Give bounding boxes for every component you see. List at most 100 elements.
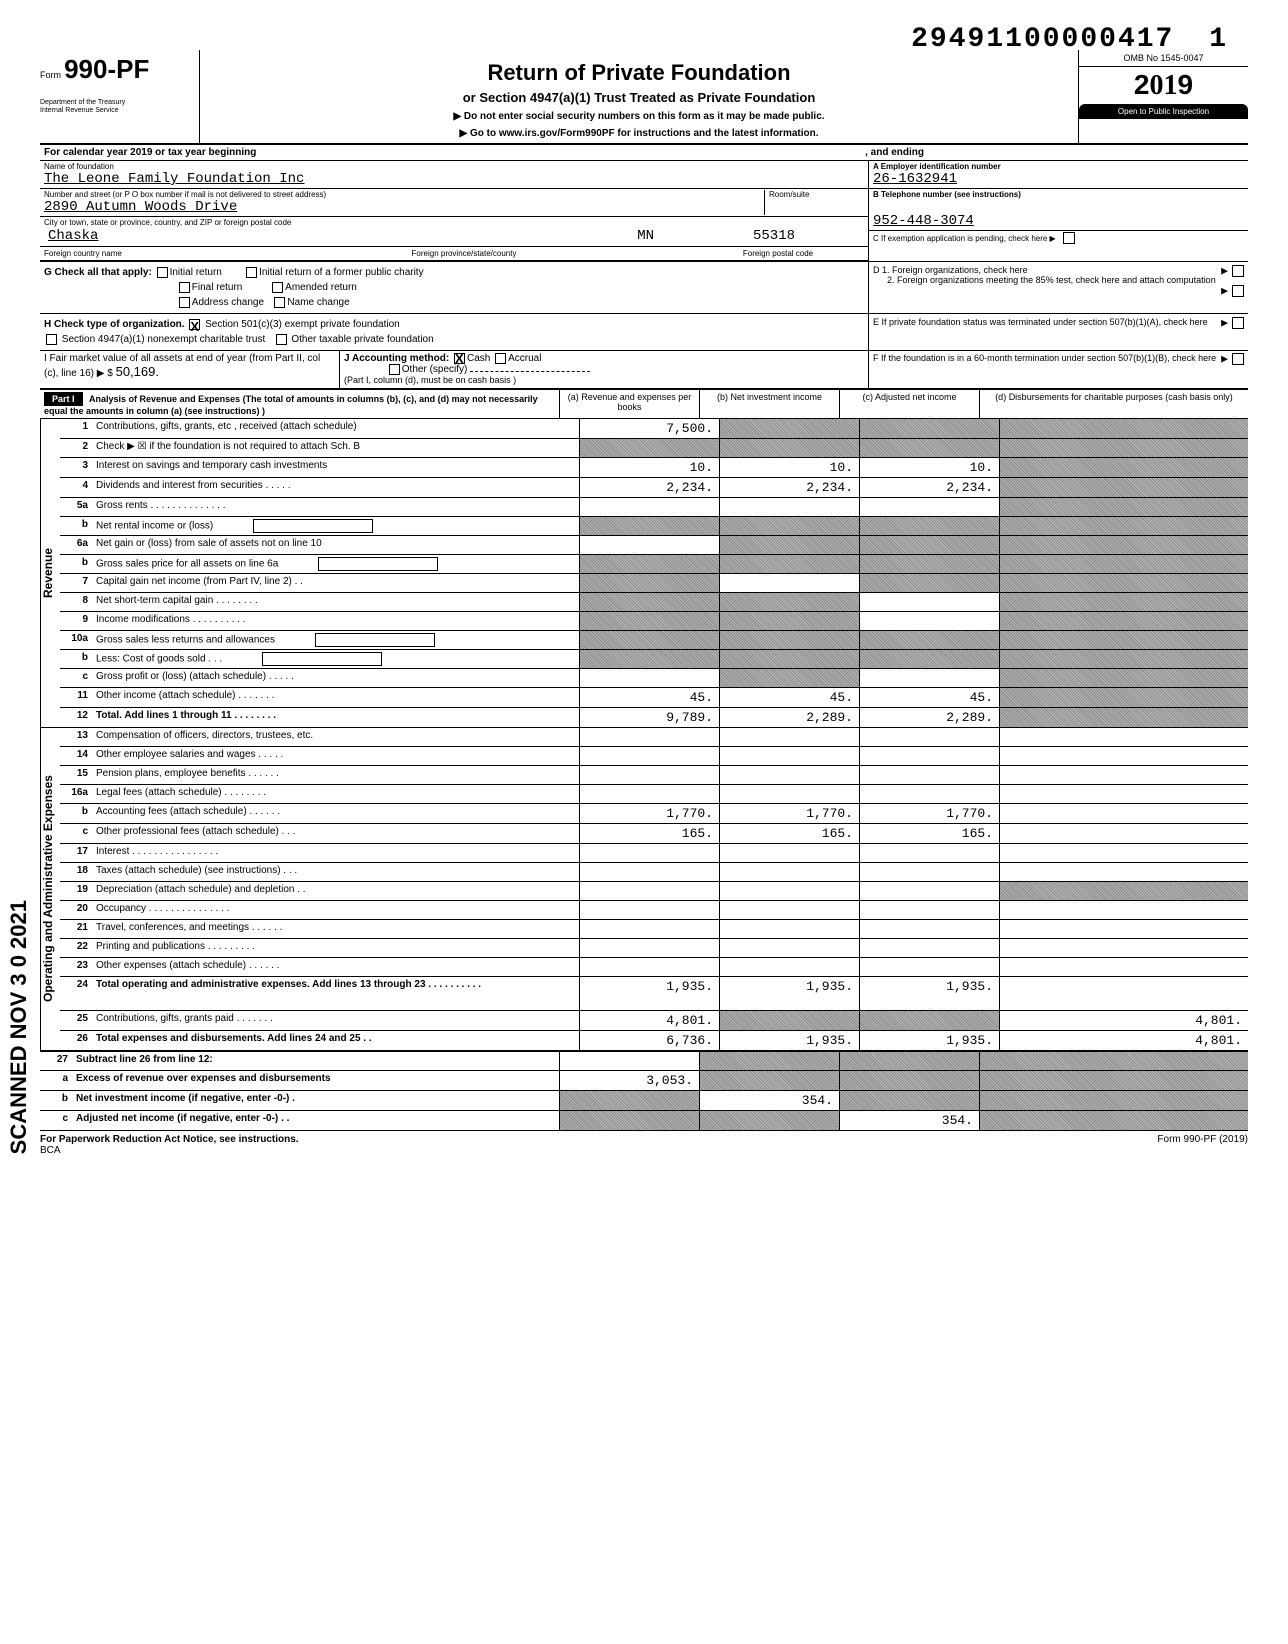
row-number: 17 [60,844,92,862]
chk-501c3[interactable] [189,319,200,330]
inline-amount-box[interactable] [315,633,435,647]
cell-c [860,555,1000,573]
tel-value: 952-448-3074 [873,213,1244,229]
tax-year: 2019 [1079,67,1248,104]
inline-amount-box[interactable] [318,557,438,571]
row-label: Net investment income (if negative, ente… [72,1091,560,1110]
chk-other-method[interactable] [389,364,400,375]
revenue-block: Revenue 1Contributions, gifts, grants, e… [40,419,1248,727]
cell-b [720,517,860,535]
row-number: 9 [60,612,92,630]
inline-amount-box[interactable] [262,652,382,666]
cell-d [1000,593,1248,611]
j-note: (Part I, column (d), must be on cash bas… [344,375,516,385]
cell-a: 4,801. [580,1011,720,1030]
cell-c [860,844,1000,862]
expense-vertical-label: Operating and Administrative Expenses [40,728,60,1050]
cell-a: 6,736. [580,1031,720,1050]
row-label: Capital gain net income (from Part IV, l… [92,574,580,592]
row-number: 8 [60,593,92,611]
table-row: 19Depreciation (attach schedule) and dep… [60,882,1248,901]
chk-final-return[interactable] [179,282,190,293]
row-label: Subtract line 26 from line 12: [72,1052,560,1070]
row-label: Travel, conferences, and meetings . . . … [92,920,580,938]
part1: Part I Analysis of Revenue and Expenses … [40,390,1248,1131]
cell-c: 2,234. [860,478,1000,497]
footer: For Paperwork Reduction Act Notice, see … [40,1134,1248,1156]
row-number: 11 [60,688,92,707]
chk-name-change[interactable] [274,297,285,308]
addr-label: Number and street (or P O box number if … [44,190,764,199]
chk-initial-return[interactable] [157,267,168,278]
cell-d [1000,517,1248,535]
street-address: 2890 Autumn Woods Drive [44,199,764,215]
cell-c [860,882,1000,900]
exemption-pending-checkbox[interactable] [1063,232,1075,244]
e-checkbox[interactable] [1232,317,1244,329]
row-number: b [60,555,92,573]
table-row: 18Taxes (attach schedule) (see instructi… [60,863,1248,882]
cell-a [580,669,720,687]
cell-a [580,650,720,668]
part1-header: Part I Analysis of Revenue and Expenses … [40,390,1248,419]
cell-a [580,785,720,803]
row-number: 14 [60,747,92,765]
chk-initial-former[interactable] [246,267,257,278]
cell-b [720,882,860,900]
c-cell: C If exemption application is pending, c… [869,231,1248,245]
row-label: Gross profit or (loss) (attach schedule)… [92,669,580,687]
footer-bca: BCA [40,1145,61,1156]
cell-c [860,920,1000,938]
scanned-stamp: SCANNED NOV 3 0 2021 [6,900,32,1154]
row-number: 18 [60,863,92,881]
doc-number-trail: 1 [1209,24,1228,55]
expense-block: Operating and Administrative Expenses 13… [40,727,1248,1050]
cell-a [580,939,720,957]
table-row: cAdjusted net income (if negative, enter… [40,1111,1248,1130]
opt-4947: Section 4947(a)(1) nonexempt charitable … [62,334,265,345]
table-row: cGross profit or (loss) (attach schedule… [60,669,1248,688]
d1-checkbox[interactable] [1232,265,1244,277]
cell-a [580,612,720,630]
table-row: 1Contributions, gifts, grants, etc , rec… [60,419,1248,439]
chk-other-taxable[interactable] [276,334,287,345]
cell-d [980,1052,1248,1070]
d2-checkbox[interactable] [1232,285,1244,297]
table-row: 3Interest on savings and temporary cash … [60,458,1248,478]
chk-addr-change[interactable] [179,297,190,308]
table-row: 22Printing and publications . . . . . . … [60,939,1248,958]
table-row: 25Contributions, gifts, grants paid . . … [60,1011,1248,1031]
footer-form-ref: Form 990-PF (2019) [1157,1134,1248,1156]
j-label: J Accounting method: [344,353,449,364]
chk-4947[interactable] [46,334,57,345]
cell-a [580,631,720,649]
row-number: 16a [60,785,92,803]
opt-final-return: Final return [192,282,243,293]
cell-a [580,498,720,516]
cell-d [1000,766,1248,784]
f-right: F If the foundation is in a 60-month ter… [868,351,1248,388]
row-number: 24 [60,977,92,1010]
chk-accrual[interactable] [495,353,506,364]
f-checkbox[interactable] [1232,353,1244,365]
cell-b [720,536,860,554]
dept-label: Department of the Treasury Internal Reve… [40,99,193,114]
foreign-postal-label: Foreign postal code [688,247,868,260]
form-header: Form 990-PF Department of the Treasury I… [40,50,1248,145]
row-label: Interest . . . . . . . . . . . . . . . . [92,844,580,862]
opt-initial-former: Initial return of a former public charit… [259,267,424,278]
row-label: Income modifications . . . . . . . . . . [92,612,580,630]
chk-cash[interactable] [454,353,465,364]
row-label: Pension plans, employee benefits . . . .… [92,766,580,784]
city-cell: City or town, state or province, country… [40,217,868,247]
row-label: Taxes (attach schedule) (see instruction… [92,863,580,881]
cell-d [1000,824,1248,843]
table-row: 21Travel, conferences, and meetings . . … [60,920,1248,939]
cell-b [720,863,860,881]
inline-amount-box[interactable] [253,519,373,533]
cell-d [1000,555,1248,573]
cell-c: 10. [860,458,1000,477]
chk-amended[interactable] [272,282,283,293]
table-row: 17Interest . . . . . . . . . . . . . . .… [60,844,1248,863]
row-label: Adjusted net income (if negative, enter … [72,1111,560,1130]
